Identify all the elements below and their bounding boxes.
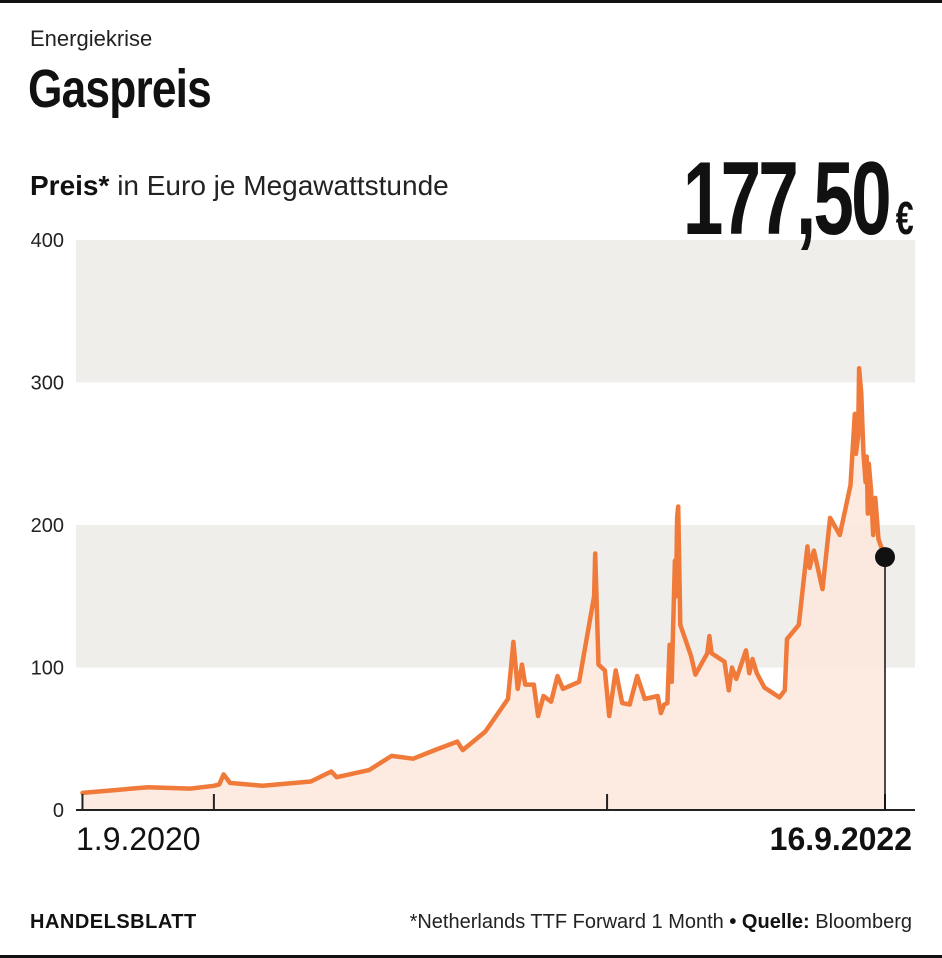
background-bands [76, 240, 915, 668]
price-line [80, 366, 888, 796]
bottom-rule [0, 955, 942, 958]
publisher-brand: HANDELSBLATT [30, 911, 197, 933]
y-tick-label: 300 [31, 373, 64, 395]
x-tick-label: 16.9.2022 [770, 821, 912, 857]
source-name: Bloomberg [815, 911, 912, 933]
grid-band [76, 525, 915, 668]
chart-title: Gaspreis [28, 59, 212, 119]
grid-band [76, 240, 915, 383]
latest-value: 177,50 [683, 141, 892, 257]
y-tick-label: 200 [31, 515, 64, 537]
chart-subtitle: Preis* in Euro je Megawattstunde [30, 170, 449, 202]
subtitle-bold: Preis* [30, 170, 110, 201]
source-note: *Netherlands TTF Forward 1 Month • Quell… [410, 911, 912, 934]
y-tick-label: 400 [31, 230, 64, 252]
y-tick-label: 100 [31, 658, 64, 680]
footnote: *Netherlands TTF Forward 1 Month [409, 911, 724, 933]
y-axis-labels: 0 100 200 300 400 [31, 230, 64, 822]
footer-bullet: • [729, 911, 737, 933]
top-rule [0, 0, 942, 3]
latest-value-unit: € [896, 192, 914, 244]
source-label: Quelle: [741, 911, 810, 933]
latest-point-marker [875, 547, 895, 568]
x-tick-label: 1.9.2020 [76, 821, 201, 857]
x-axis: 1.9.2020 16.9.2022 [76, 794, 915, 857]
chart-kicker: Energiekrise [30, 26, 153, 51]
subtitle-unit: in Euro je Megawattstunde [117, 170, 449, 201]
y-tick-label: 0 [53, 800, 64, 822]
latest-value-display: 177,50 € [683, 140, 914, 259]
price-area [82, 368, 885, 810]
latest-value-marker [875, 547, 895, 810]
